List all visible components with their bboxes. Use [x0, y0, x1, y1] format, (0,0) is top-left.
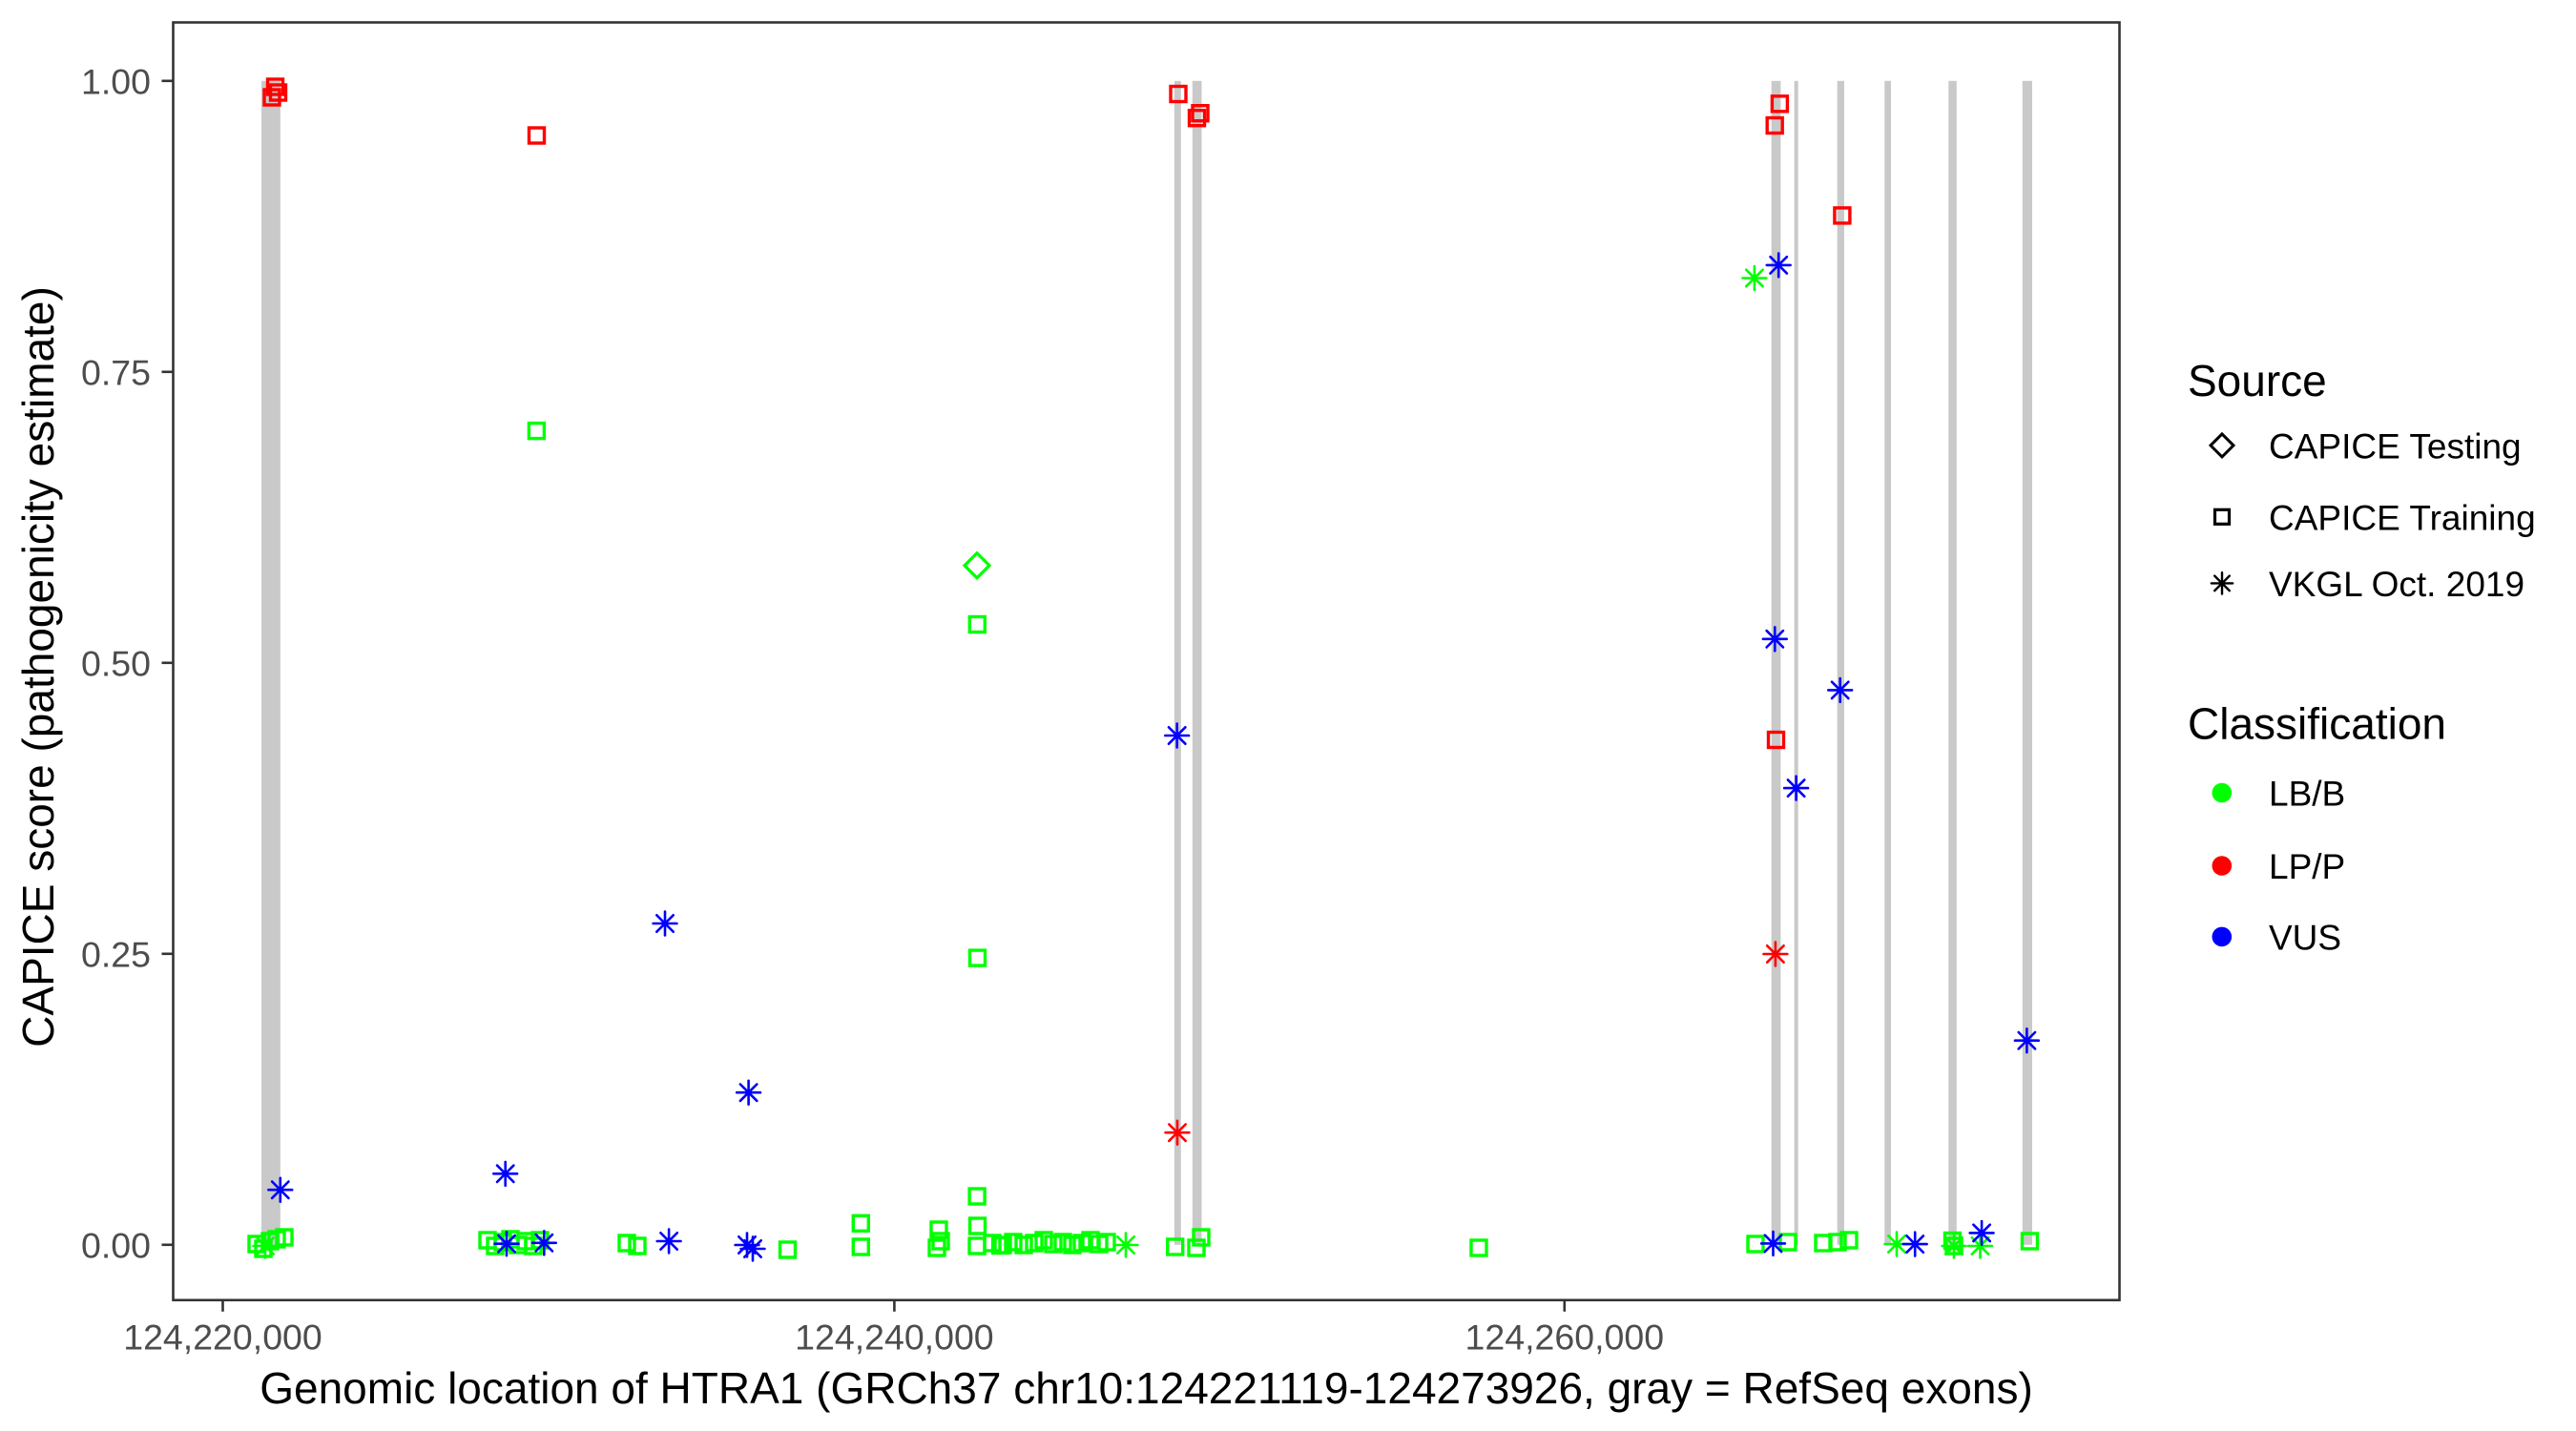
- svg-text:0.25: 0.25: [81, 934, 151, 974]
- svg-text:1.00: 1.00: [81, 61, 151, 101]
- svg-text:Genomic location of HTRA1 (GRC: Genomic location of HTRA1 (GRCh37 chr10:…: [260, 1363, 2033, 1413]
- svg-text:0.00: 0.00: [81, 1225, 151, 1265]
- svg-text:LP/P: LP/P: [2269, 847, 2345, 886]
- svg-text:124,260,000: 124,260,000: [1465, 1317, 1665, 1358]
- svg-text:124,220,000: 124,220,000: [123, 1317, 322, 1358]
- svg-text:Classification: Classification: [2188, 699, 2446, 749]
- svg-text:Source: Source: [2188, 356, 2327, 405]
- svg-text:0.75: 0.75: [81, 352, 151, 392]
- svg-text:VUS: VUS: [2269, 918, 2341, 957]
- svg-text:VKGL Oct. 2019: VKGL Oct. 2019: [2269, 565, 2524, 604]
- svg-text:124,240,000: 124,240,000: [795, 1317, 994, 1358]
- svg-text:CAPICE Training: CAPICE Training: [2269, 498, 2536, 537]
- svg-text:CAPICE score (pathogenicity es: CAPICE score (pathogenicity estimate): [13, 286, 63, 1047]
- svg-text:LB/B: LB/B: [2269, 775, 2345, 814]
- svg-text:0.50: 0.50: [81, 643, 151, 683]
- svg-text:CAPICE Testing: CAPICE Testing: [2269, 426, 2522, 466]
